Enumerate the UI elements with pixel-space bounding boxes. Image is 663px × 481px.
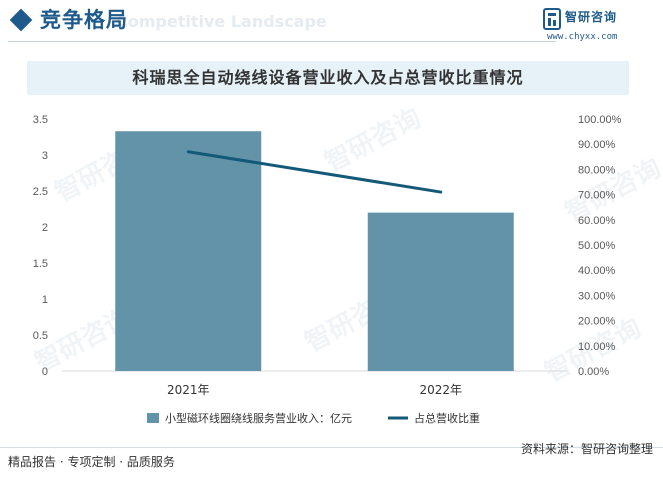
- y-left-tick-label: 1: [42, 294, 48, 306]
- legend-label-line: 占总营收比重: [414, 411, 480, 425]
- y-left-tick-label: 3.5: [33, 114, 48, 126]
- y-right-tick-label: 80.00%: [578, 164, 616, 176]
- chart-title: 科瑞思全自动绕线设备营业收入及占总营收比重情况: [132, 68, 524, 87]
- y-right-tick-label: 20.00%: [578, 316, 616, 328]
- y-left-tick-label: 2: [42, 222, 48, 234]
- title-divider: [8, 41, 556, 42]
- y-right-tick-label: 90.00%: [578, 139, 616, 151]
- y-right-tick-label: 30.00%: [578, 290, 616, 302]
- x-tick-label: 2021年: [167, 383, 210, 397]
- y-right-tick-label: 40.00%: [578, 265, 616, 277]
- section-subtitle: Competitive Landscape: [116, 12, 327, 31]
- bar: [115, 131, 262, 371]
- y-left-tick-label: 0.5: [33, 330, 48, 342]
- brand-url: www.chyxx.com: [547, 32, 618, 42]
- section-title: 竞争格局: [40, 8, 128, 32]
- y-left-tick-label: 1.5: [33, 258, 48, 270]
- y-left-tick-label: 2.5: [33, 186, 48, 198]
- legend-label-bar: 小型磁环线圈绕线服务营业收入：亿元: [165, 411, 352, 425]
- bar: [367, 212, 514, 371]
- y-left-tick-label: 3: [42, 150, 48, 162]
- chart: 0 0.5 1 1.5 2 2.5 3 3.5 0.00% 10.00% 20.00% 30.00% 4…: [33, 114, 622, 425]
- y-right-tick-label: 0.00%: [578, 366, 609, 378]
- diamond-icon: [9, 8, 33, 32]
- footer-divider: [0, 447, 663, 448]
- y-right-tick-label: 50.00%: [578, 240, 616, 252]
- page-header: Competitive Landscape 竞争格局 智研咨询 www.chyx…: [0, 0, 663, 48]
- brand-logo-icon: [543, 8, 561, 30]
- footer-tagline: 精品报告 · 专项定制 · 品质服务: [8, 455, 175, 469]
- y-right-tick-label: 70.00%: [578, 190, 616, 202]
- chart-title-banner: 科瑞思全自动绕线设备营业收入及占总营收比重情况: [27, 61, 629, 95]
- legend-swatch-bar: [147, 413, 159, 423]
- line-series: [186, 150, 443, 194]
- source-note: 资料来源：智研咨询整理: [520, 442, 653, 456]
- y-right-tick-label: 10.00%: [578, 341, 616, 353]
- y-right-tick-label: 100.00%: [578, 114, 622, 126]
- brand: 智研咨询 www.chyxx.com: [543, 8, 643, 44]
- y-left-tick-label: 0: [42, 366, 48, 378]
- brand-name: 智研咨询: [565, 10, 618, 24]
- x-tick-label: 2022年: [419, 383, 462, 397]
- y-right-tick-label: 60.00%: [578, 215, 616, 227]
